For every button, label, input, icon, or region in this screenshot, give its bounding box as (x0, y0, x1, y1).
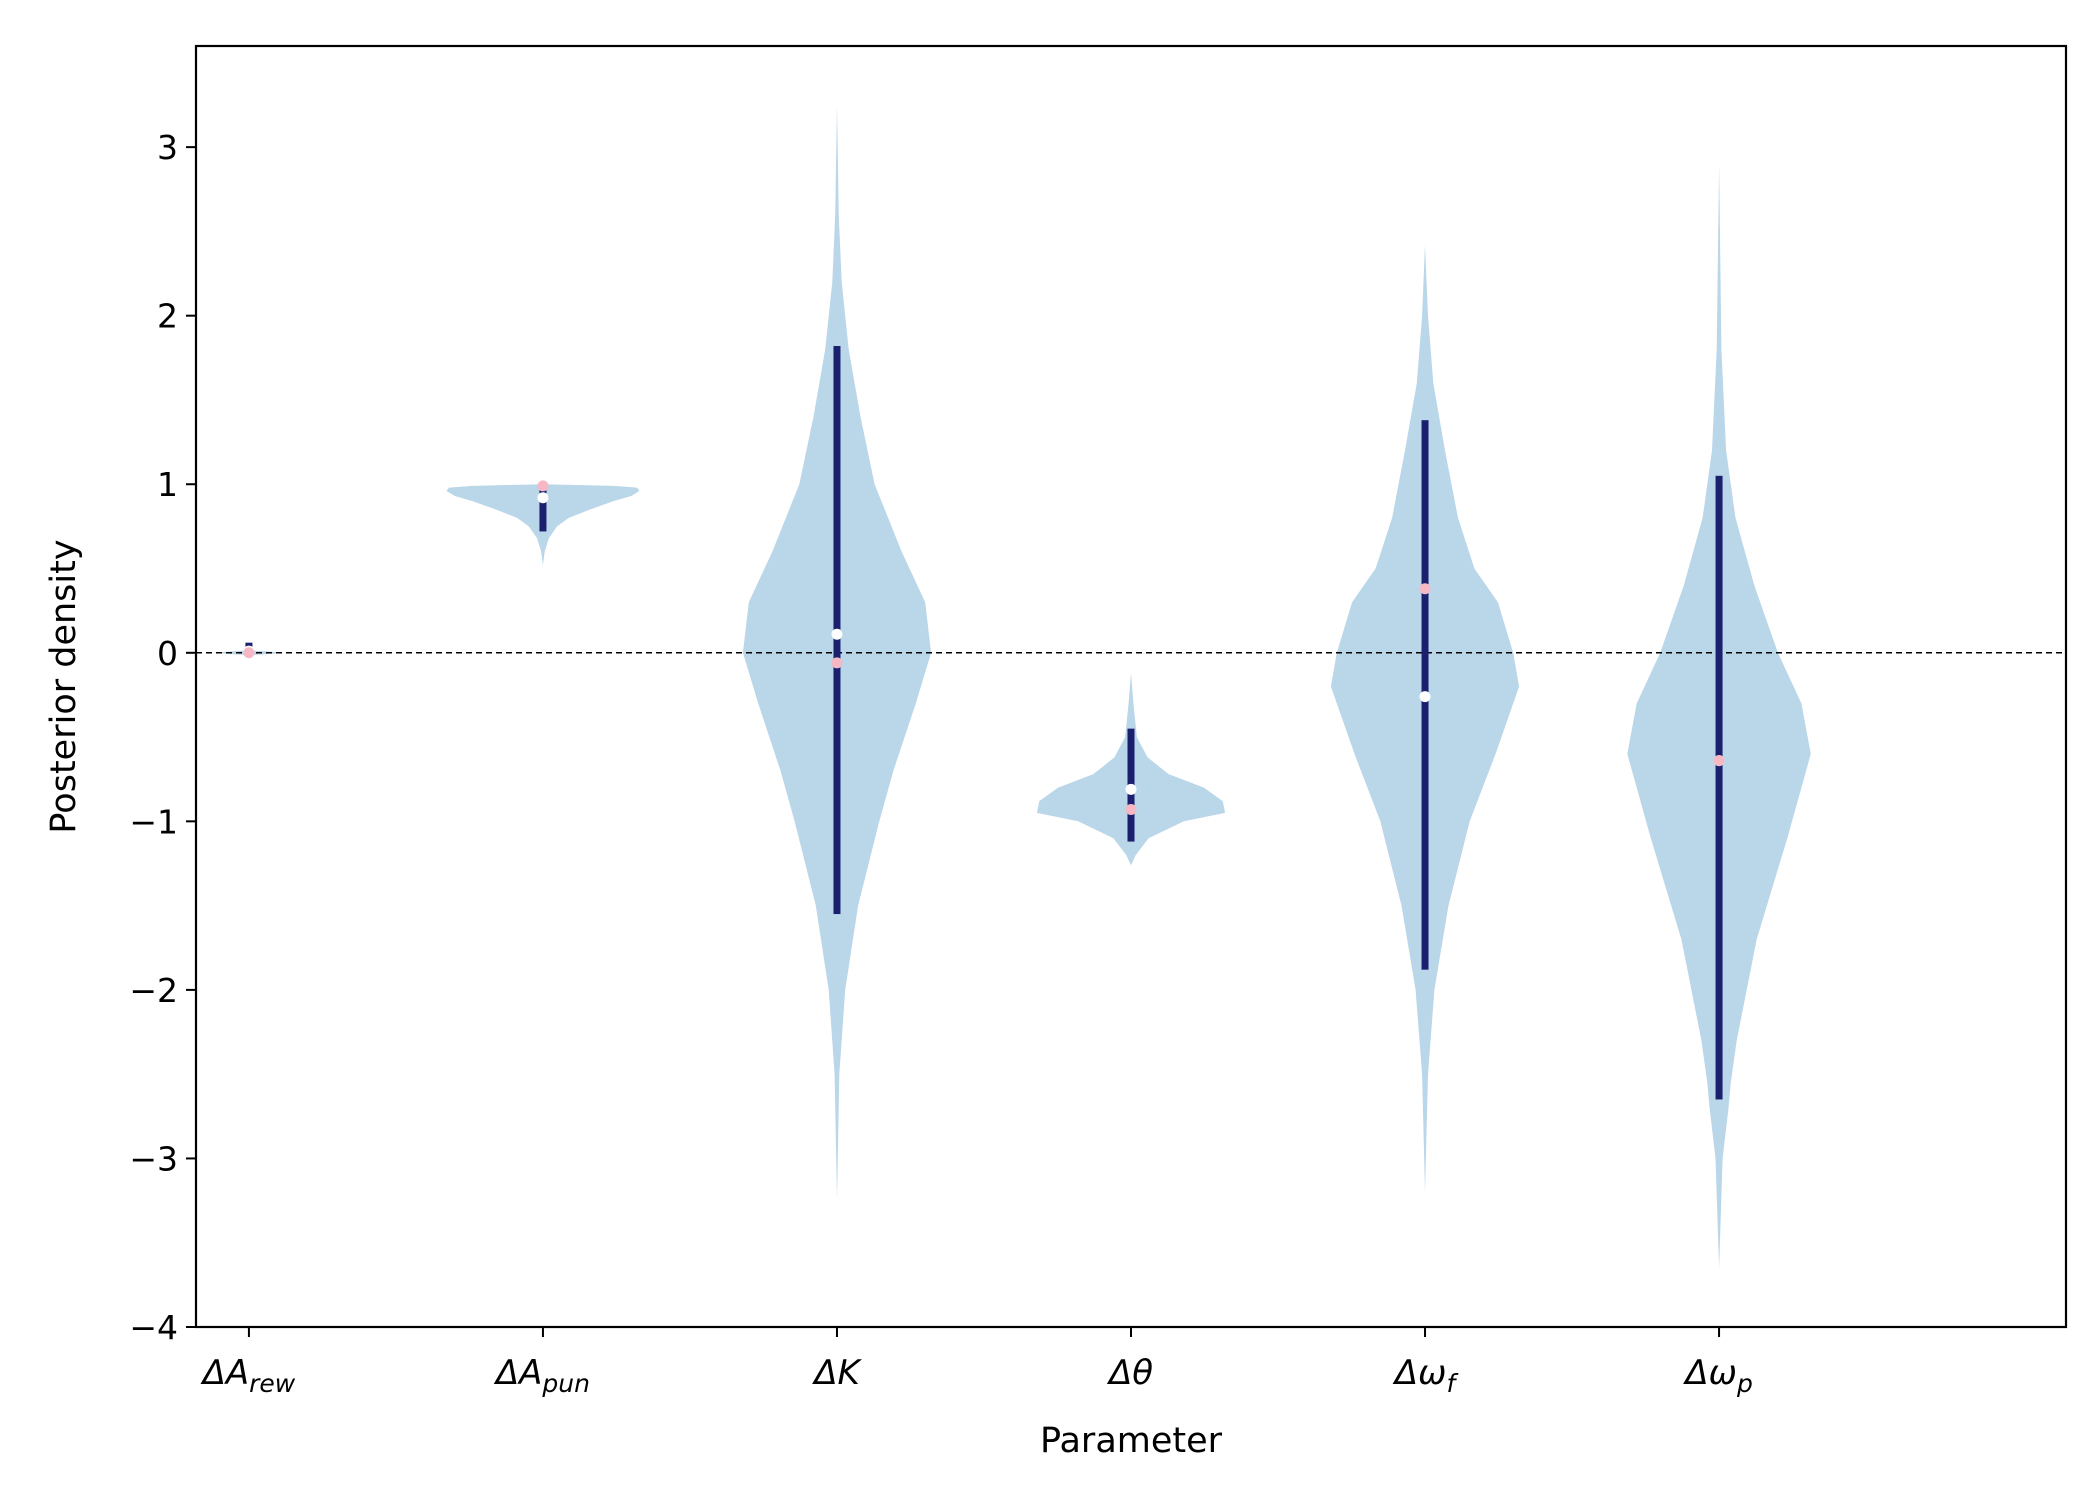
median-marker (1419, 691, 1431, 703)
true-value-marker (831, 657, 843, 669)
y-axis-label: Posterior density (44, 539, 84, 833)
x-tick-label: ΔApun (493, 1353, 590, 1398)
interval-bar (539, 484, 547, 532)
x-tick-label: Δθ (1106, 1353, 1153, 1393)
true-value-marker (537, 480, 549, 492)
y-tick-label: 1 (157, 465, 178, 504)
y-tick-label: −4 (129, 1308, 178, 1347)
true-value-marker (1713, 755, 1725, 767)
x-tick-label: ΔK (811, 1353, 862, 1393)
median-marker (831, 628, 843, 640)
y-tick-label: −1 (129, 802, 178, 841)
y-tick-label: 3 (157, 128, 178, 167)
y-tick-label: −2 (129, 971, 178, 1010)
true-value-marker (1125, 804, 1137, 816)
median-marker (537, 492, 549, 504)
y-tick-label: 0 (157, 634, 178, 673)
x-tick-label: ΔArew (200, 1353, 296, 1398)
x-tick-label: Δωp (1682, 1353, 1753, 1398)
median-marker (1125, 783, 1137, 795)
interval-bar (1715, 475, 1723, 1100)
y-axis-ticks: 3 2 1 0 −1 −2 −3 −4 (129, 128, 196, 1347)
x-axis-label: Parameter (1040, 1421, 1223, 1461)
markers-layer (243, 480, 1725, 816)
true-value-marker (243, 647, 255, 659)
y-tick-label: −3 (129, 1139, 178, 1178)
x-tick-label: Δωf (1392, 1353, 1459, 1398)
true-value-marker (1419, 583, 1431, 595)
x-axis-ticks: ΔArew ΔApun ΔK Δθ Δωf Δωp (200, 1327, 1753, 1398)
y-tick-label: 2 (157, 297, 178, 336)
